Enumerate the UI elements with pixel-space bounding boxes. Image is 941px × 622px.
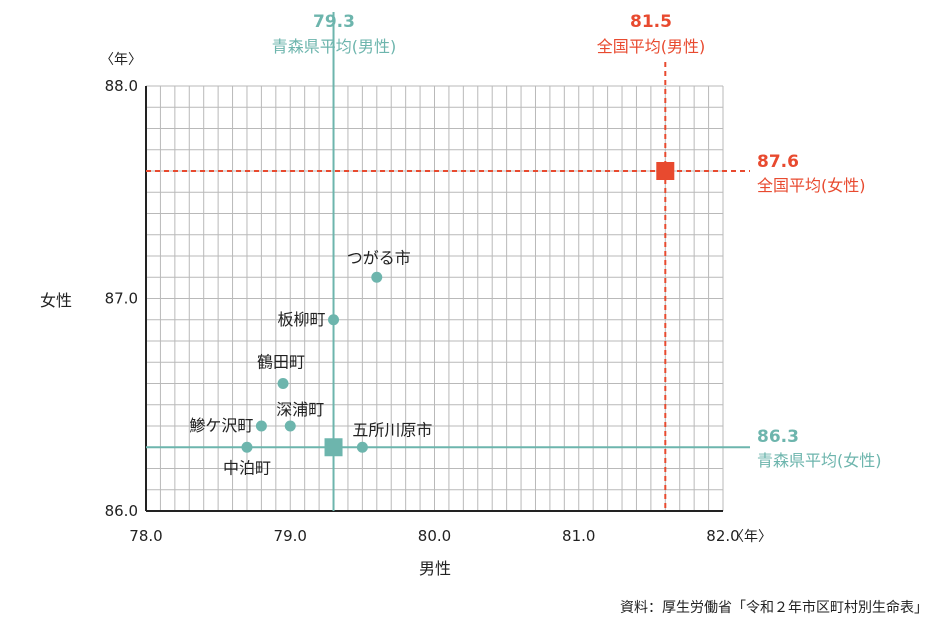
y-tick-label: 88.0 [105, 77, 138, 95]
y-tick-label: 86.0 [105, 502, 138, 520]
data-point [356, 441, 368, 453]
data-point [284, 420, 296, 432]
data-point [328, 314, 340, 326]
source-note: 資料：厚生労働省「令和２年市区町村別生命表」 [620, 599, 928, 616]
data-point-label: 板柳町 [278, 310, 326, 329]
data-point-label: 中泊町 [223, 458, 271, 477]
x-tick-label: 81.0 [562, 527, 595, 545]
x-tick-label: 80.0 [418, 527, 451, 545]
national-male-value: 81.5 [630, 12, 672, 32]
data-point-label: 鶴田町 [257, 353, 305, 372]
national-male-label: 全国平均(男性) [597, 37, 706, 56]
y-axis-unit: 〈年〉 [100, 52, 142, 68]
x-axis-unit: 〈年〉 [730, 529, 772, 545]
data-point [277, 378, 289, 389]
y-tick-label: 87.0 [105, 290, 138, 308]
aomori-female-label: 青森県平均(女性) [757, 451, 882, 470]
aomori-male-value: 79.3 [313, 12, 355, 32]
national-female-value: 87.6 [757, 152, 799, 172]
national-female-label: 全国平均(女性) [757, 176, 866, 195]
data-point-label: つがる市 [347, 248, 411, 267]
data-point-label: 鯵ケ沢町 [189, 416, 253, 435]
x-tick-label: 82.0 [706, 527, 739, 545]
data-point [241, 441, 253, 453]
aomori-male-label: 青森県平均(男性) [272, 37, 397, 56]
data-point-label: 深浦町 [276, 400, 324, 419]
x-tick-label: 79.0 [274, 527, 307, 545]
data-point [371, 271, 383, 283]
axes [145, 86, 723, 512]
x-axis-title: 男性 [419, 559, 451, 578]
national-average-marker [656, 162, 675, 180]
aomori-female-value: 86.3 [757, 427, 799, 447]
aomori-average-marker [324, 438, 343, 457]
data-point [255, 420, 267, 432]
y-axis-title: 女性 [40, 291, 72, 310]
reference-lines [146, 12, 750, 511]
tick-labels: 78.0 79.0 80.0 81.0 82.0 86.0 87.0 88.0 [105, 77, 740, 545]
data-point-label: 五所川原市 [352, 420, 432, 439]
x-tick-label: 78.0 [129, 527, 162, 545]
